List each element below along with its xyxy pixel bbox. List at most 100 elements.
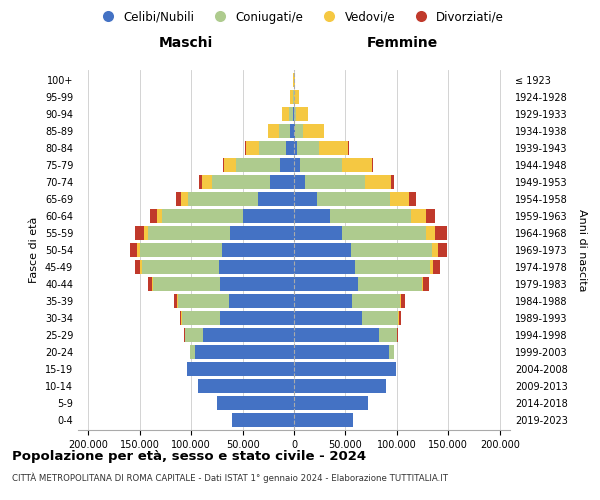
Bar <box>220 276 294 291</box>
Bar <box>294 412 353 427</box>
Bar <box>389 192 409 206</box>
Bar <box>294 243 350 257</box>
Y-axis label: Fasce di età: Fasce di età <box>29 217 39 283</box>
Bar <box>217 396 294 410</box>
Bar <box>355 260 430 274</box>
Bar <box>379 328 397 342</box>
Bar <box>397 328 398 342</box>
Bar <box>177 294 178 308</box>
Bar <box>219 260 294 274</box>
Bar <box>294 209 330 224</box>
Bar <box>271 175 294 190</box>
Bar <box>144 226 148 240</box>
Bar <box>137 243 140 257</box>
Bar <box>409 192 416 206</box>
Bar <box>203 328 294 342</box>
Bar <box>294 310 362 325</box>
Legend: Celibi/Nubili, Coniugati/e, Vedovi/e, Divorziati/e: Celibi/Nubili, Coniugati/e, Vedovi/e, Di… <box>91 6 509 28</box>
Bar <box>294 141 296 156</box>
Bar <box>223 158 224 172</box>
Bar <box>179 310 181 325</box>
Bar <box>290 124 294 138</box>
Bar <box>182 310 220 325</box>
Bar <box>294 294 352 308</box>
Bar <box>433 260 440 274</box>
Bar <box>343 226 425 240</box>
Bar <box>400 294 401 308</box>
Bar <box>294 276 358 291</box>
Bar <box>425 209 436 224</box>
Y-axis label: Anni di nascita: Anni di nascita <box>577 209 587 291</box>
Bar <box>202 175 212 190</box>
Bar <box>401 294 404 308</box>
Bar <box>295 124 303 138</box>
Bar <box>181 192 188 206</box>
Bar <box>371 158 373 172</box>
Bar <box>135 226 144 240</box>
Bar <box>290 90 293 104</box>
Bar <box>398 310 401 325</box>
Bar <box>436 226 447 240</box>
Bar <box>222 243 294 257</box>
Bar <box>199 175 202 190</box>
Bar <box>424 276 428 291</box>
Bar <box>140 260 142 274</box>
Bar <box>294 124 295 138</box>
Bar <box>294 260 355 274</box>
Bar <box>152 276 153 291</box>
Bar <box>185 328 203 342</box>
Bar <box>303 124 323 138</box>
Bar <box>425 226 436 240</box>
Bar <box>229 294 294 308</box>
Bar <box>184 328 185 342</box>
Bar <box>432 243 438 257</box>
Bar <box>365 175 391 190</box>
Bar <box>212 175 271 190</box>
Bar <box>305 175 365 190</box>
Bar <box>294 362 396 376</box>
Text: Femmine: Femmine <box>367 36 437 50</box>
Bar <box>294 175 305 190</box>
Bar <box>190 344 195 359</box>
Bar <box>258 192 294 206</box>
Bar <box>187 362 294 376</box>
Bar <box>279 124 290 138</box>
Bar <box>294 158 299 172</box>
Bar <box>259 141 286 156</box>
Bar <box>362 310 398 325</box>
Bar <box>294 192 317 206</box>
Bar <box>188 192 258 206</box>
Bar <box>178 294 229 308</box>
Bar <box>232 412 294 427</box>
Bar <box>294 396 368 410</box>
Bar <box>350 243 432 257</box>
Bar <box>236 158 280 172</box>
Bar <box>319 141 348 156</box>
Bar <box>140 243 222 257</box>
Bar <box>134 260 140 274</box>
Bar <box>163 209 242 224</box>
Bar <box>358 276 422 291</box>
Bar <box>268 124 279 138</box>
Bar <box>299 158 342 172</box>
Bar <box>294 73 295 88</box>
Bar <box>230 226 294 240</box>
Bar <box>411 209 425 224</box>
Bar <box>176 192 181 206</box>
Bar <box>293 107 294 122</box>
Bar <box>294 328 379 342</box>
Bar <box>294 226 343 240</box>
Bar <box>342 158 371 172</box>
Bar <box>220 310 294 325</box>
Bar <box>293 73 294 88</box>
Bar <box>130 243 137 257</box>
Bar <box>148 276 152 291</box>
Bar <box>389 344 394 359</box>
Text: Popolazione per età, sesso e stato civile - 2024: Popolazione per età, sesso e stato civil… <box>12 450 366 463</box>
Bar <box>352 294 400 308</box>
Text: Maschi: Maschi <box>159 36 213 50</box>
Bar <box>289 107 293 122</box>
Bar <box>295 90 299 104</box>
Bar <box>195 344 294 359</box>
Bar <box>142 260 219 274</box>
